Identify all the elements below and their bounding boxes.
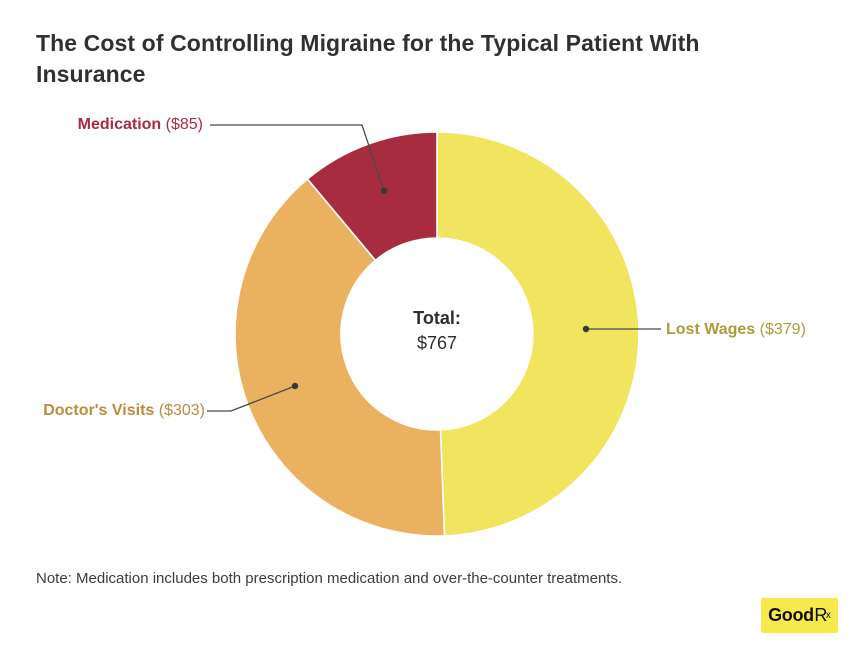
donut-slice-medication — [306, 131, 438, 262]
slice-label-doctors-visits: Doctor's Visits ($303) — [43, 402, 205, 420]
goodrx-logo-x-text: x — [825, 610, 831, 621]
donut-slice-lost-wages — [436, 131, 640, 537]
medication-leader-dot — [380, 187, 388, 195]
slice-label-medication: Medication ($85) — [78, 116, 203, 134]
goodrx-logo-r-text: R — [814, 605, 828, 625]
doctors-visits-leader-line — [207, 385, 296, 412]
donut-slices — [234, 131, 640, 537]
slice-label-lost-wages-name: Lost Wages — [666, 321, 756, 338]
goodrx-logo-good-text: Good — [768, 605, 814, 625]
slice-label-doctors-visits-amount: ($303) — [158, 402, 205, 419]
donut-center-value: $767 — [416, 333, 458, 353]
slice-label-lost-wages: Lost Wages ($379) — [666, 321, 806, 339]
donut-center-label: Total: $767 — [337, 306, 537, 356]
slice-label-lost-wages-amount: ($379) — [759, 321, 806, 338]
slice-label-medication-name: Medication — [77, 116, 162, 133]
lost-wages-leader-dot — [582, 325, 590, 333]
slice-label-medication-amount: ($85) — [165, 116, 203, 133]
medication-leader-line — [210, 124, 385, 192]
chart-title: The Cost of Controlling Migraine for the… — [36, 30, 700, 88]
callout-annotations — [207, 124, 661, 412]
footnote: Note: Medication includes both prescript… — [36, 570, 623, 587]
doctors-visits-leader-dot — [291, 382, 299, 390]
donut-center-title: Total: — [413, 308, 461, 328]
slice-label-doctors-visits-name: Doctor's Visits — [43, 402, 155, 419]
donut-slice-doctor-s-visits — [234, 178, 446, 537]
